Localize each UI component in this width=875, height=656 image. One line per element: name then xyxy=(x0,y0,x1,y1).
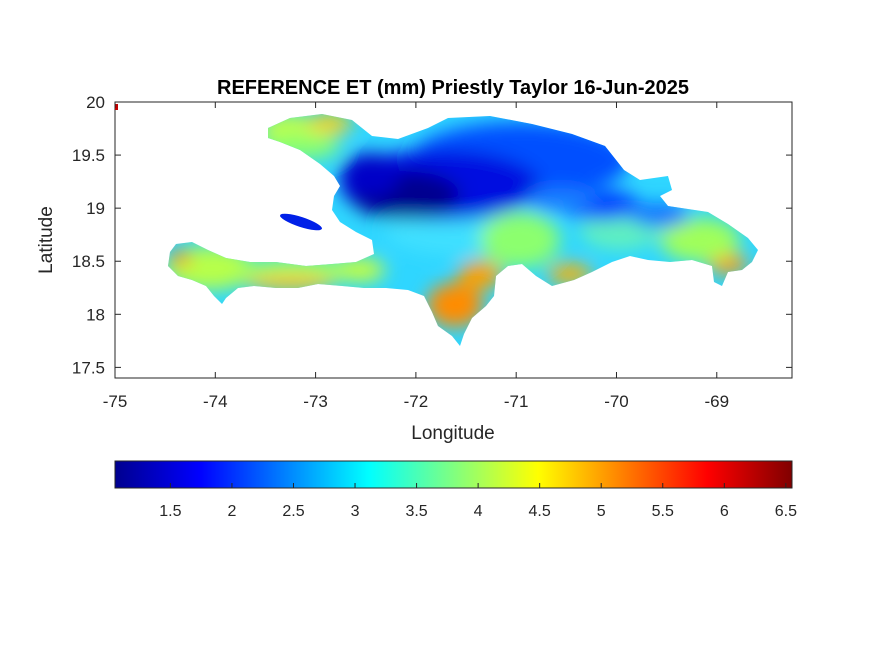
colorbar-tick-label: 6 xyxy=(720,503,729,520)
colorbar-tick-label: 6.5 xyxy=(775,503,797,520)
colorbar xyxy=(114,460,793,489)
x-tick-label: -75 xyxy=(103,392,128,411)
y-tick-label: 18 xyxy=(86,305,105,324)
chart-title: REFERENCE ET (mm) Priestly Taylor 16-Jun… xyxy=(217,77,689,99)
colorbar-tick-label: 1.5 xyxy=(159,503,181,520)
colorbar-tick-label: 2.5 xyxy=(282,503,304,520)
x-tick-label: -72 xyxy=(404,392,429,411)
colorbar-tick-label: 5 xyxy=(597,503,606,520)
y-axis-ticks: 20 19.5 19 18.5 18 17.5 xyxy=(72,93,792,377)
y-tick-label: 19 xyxy=(86,199,105,218)
y-tick-label: 18.5 xyxy=(72,252,105,271)
x-tick-label: -70 xyxy=(604,392,629,411)
colorbar-tick-label: 4 xyxy=(474,503,483,520)
y-axis-label: Latitude xyxy=(36,206,57,274)
x-axis-label: Longitude xyxy=(411,423,494,444)
y-tick-label: 19.5 xyxy=(72,146,105,165)
x-tick-label: -74 xyxy=(203,392,228,411)
colorbar-tick-label: 5.5 xyxy=(652,503,674,520)
y-tick-label: 20 xyxy=(86,93,105,112)
colorbar-tick-label: 2 xyxy=(227,503,236,520)
x-tick-label: -73 xyxy=(303,392,328,411)
x-tick-label: -69 xyxy=(704,392,729,411)
colorbar-tick-label: 4.5 xyxy=(529,503,551,520)
colorbar-ticks: 1.5 2 2.5 3 3.5 4 4.5 5 5.5 6 6.5 xyxy=(159,483,797,520)
colorbar-tick-label: 3 xyxy=(351,503,360,520)
y-tick-label: 17.5 xyxy=(72,358,105,377)
x-tick-label: -71 xyxy=(504,392,529,411)
x-axis-ticks: -75 -74 -73 -72 -71 -70 -69 xyxy=(103,102,729,411)
colorbar-tick-label: 3.5 xyxy=(405,503,427,520)
